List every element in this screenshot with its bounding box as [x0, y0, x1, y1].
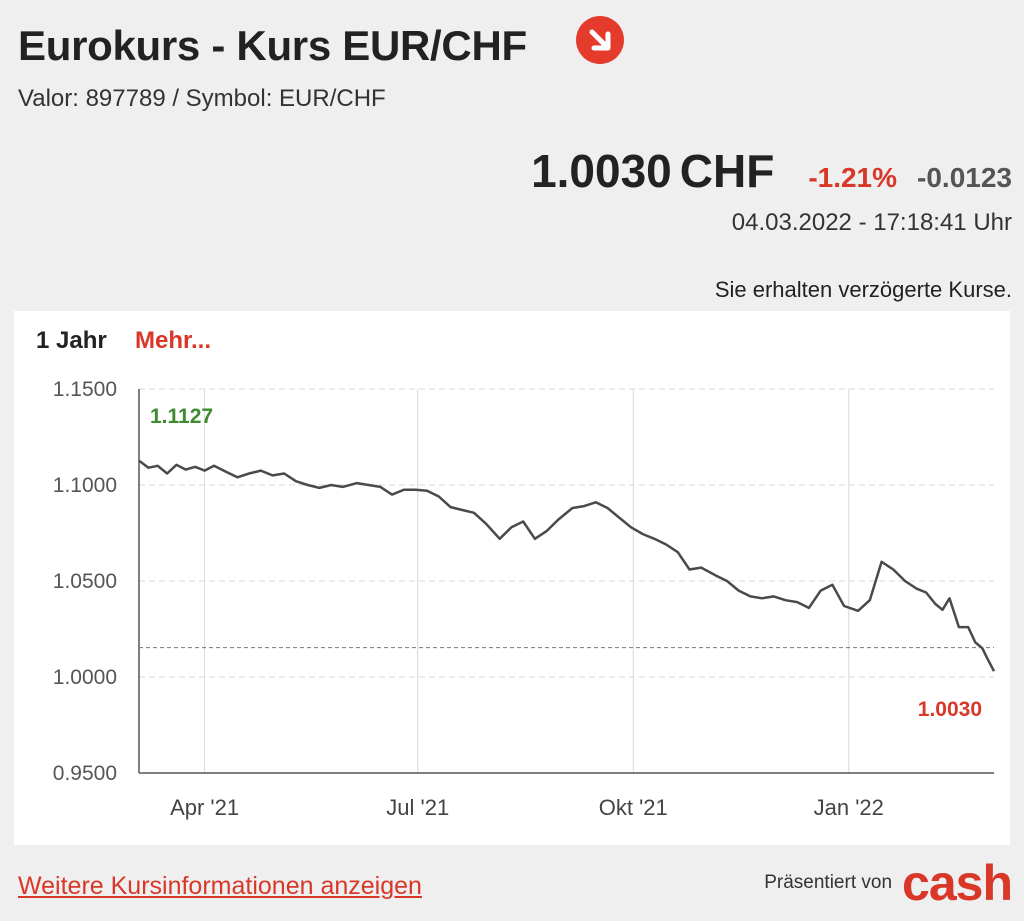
- valor-symbol: Valor: 897789 / Symbol: EUR/CHF: [18, 85, 386, 112]
- arrow-down-right-icon: [576, 16, 624, 64]
- cash-logo[interactable]: cash: [902, 855, 1013, 911]
- presented-by-text: Präsentiert von: [764, 872, 893, 893]
- x-tick-label: Jul '21: [386, 795, 449, 820]
- high-value-label: 1.1127: [150, 405, 213, 428]
- x-tick-label: Jan '22: [814, 795, 884, 820]
- price-value: 1.0030: [531, 145, 672, 197]
- change-percent: -1.21%: [808, 162, 898, 193]
- y-tick-label: 0.9500: [53, 762, 117, 785]
- chart-card: 1 Jahr Mehr... 1.1500 1.1000 1.0500 1.0000 0…: [14, 311, 1010, 845]
- price-unit: CHF: [679, 145, 775, 197]
- page-title: Eurokurs - Kurs EUR/CHF: [18, 22, 527, 69]
- x-tick-label: Apr '21: [170, 795, 239, 820]
- more-ranges-link[interactable]: Mehr...: [135, 327, 212, 354]
- more-info-link[interactable]: Weitere Kursinformationen anzeigen: [18, 872, 422, 900]
- price-chart: 1.1500 1.1000 1.0500 1.0000 0.9500 Apr '21 Jul…: [53, 378, 996, 820]
- series-line: [138, 459, 996, 672]
- presented-by: Präsentiert von cash: [764, 855, 1013, 911]
- last-value-label: 1.0030: [918, 698, 982, 721]
- y-tick-label: 1.1000: [53, 474, 117, 497]
- quote-row: 1.0030 CHF -1.21% -0.0123: [531, 144, 1012, 198]
- y-tick-label: 1.0000: [53, 666, 117, 689]
- quote-timestamp: 04.03.2022 - 17:18:41 Uhr: [731, 209, 1012, 236]
- x-tick-label: Okt '21: [599, 795, 668, 820]
- delay-note: Sie erhalten verzögerte Kurse.: [714, 277, 1012, 302]
- y-tick-label: 1.1500: [53, 378, 117, 401]
- change-absolute: -0.0123: [917, 162, 1012, 193]
- range-selector[interactable]: 1 Jahr: [36, 327, 107, 354]
- y-tick-label: 1.0500: [53, 570, 117, 593]
